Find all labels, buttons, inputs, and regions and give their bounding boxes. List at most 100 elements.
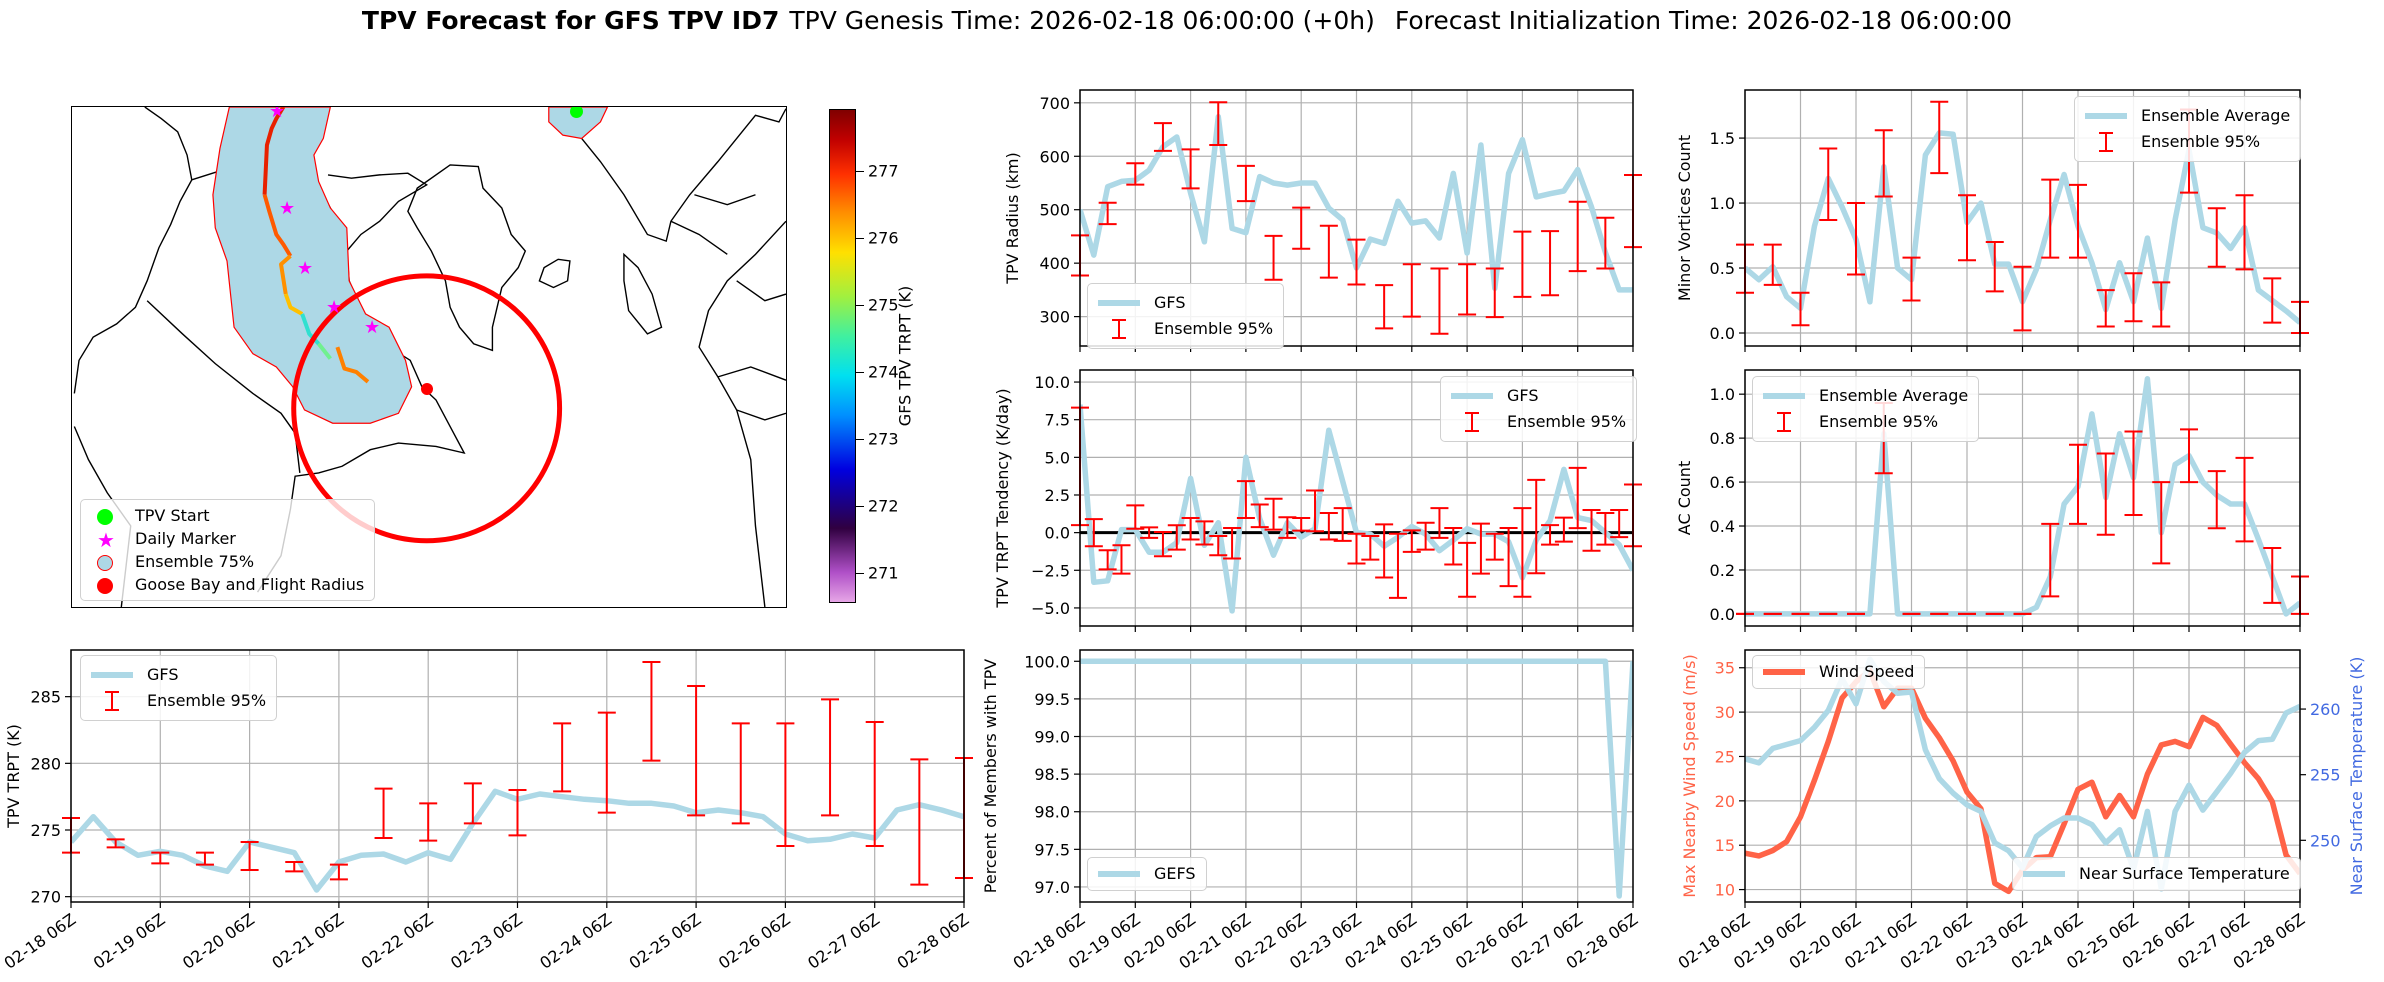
error-bar: [865, 721, 884, 847]
axes-frame: [1744, 649, 2301, 903]
legend-label: Goose Bay and Flight Radius: [135, 575, 365, 594]
error-bar: [1610, 509, 1629, 539]
y-tick-label: 0.0: [1710, 605, 1735, 624]
error-bar: [1485, 267, 1504, 319]
colorbar-tick-label: 271: [868, 563, 899, 583]
colorbar-tick-label: 275: [868, 295, 899, 315]
chart-radius: 300 400 500 600 700 TPV Radius (km): [1003, 89, 1642, 352]
axes-frame: [70, 649, 965, 903]
error-bar: [1541, 524, 1560, 546]
daily-marker-star: ★: [297, 258, 314, 279]
legend-minor: Ensemble Average Ensemble 95%: [2074, 96, 2302, 162]
error-bar: [2235, 194, 2254, 271]
legend-tpv-start: TPV Start: [91, 504, 364, 527]
x-tick-label: 02-24 06Z: [536, 910, 615, 973]
x-tick-label: 02-28 06Z: [893, 910, 972, 973]
legend-label: Wind Speed: [1819, 662, 1915, 681]
error-bar: [821, 698, 840, 817]
legend-label: Daily Marker: [135, 529, 236, 548]
y-tick-label: 285: [30, 688, 61, 707]
error-bar: [151, 851, 170, 865]
y-tick-label: 99.5: [1034, 690, 1070, 709]
error-bar: [1568, 200, 1587, 273]
ensemble-error-bars: [1071, 406, 1642, 599]
series-line-gfs: [1080, 404, 1633, 614]
x-tick-label: 02-26 06Z: [715, 910, 794, 973]
error-bar: [1375, 284, 1394, 330]
legend-wind: Wind Speed: [1752, 655, 1926, 689]
line-swatch-icon: [1763, 669, 1805, 675]
colorbar-tick-label: 274: [868, 362, 899, 382]
y-axis-label: Minor Vortices Count: [1675, 135, 1694, 301]
error-bar: [597, 711, 616, 814]
colorbar-tick-label: 272: [868, 496, 899, 516]
y-tick-label: 7.5: [1045, 411, 1070, 430]
y-tick-label: 97.0: [1034, 878, 1070, 897]
legend-ensemble-75: Ensemble 75%: [91, 550, 364, 573]
x-tick-label: 02-27 06Z: [804, 910, 883, 973]
ensemble-75-region-secondary: [549, 107, 608, 138]
y-tick-label: 500: [1039, 201, 1070, 220]
error-bar: [2041, 178, 2060, 259]
y-axis-label: TPV TRPT Tendency (K/day): [993, 388, 1012, 608]
error-bar: [1541, 230, 1560, 297]
error-bar: [1554, 516, 1573, 543]
y-tick-label: 1.5: [1710, 129, 1735, 148]
error-bar: [1930, 100, 1949, 175]
errorbar-swatch-icon: [91, 691, 133, 711]
colorbar-tick-label: 273: [868, 429, 899, 449]
error-bar: [2069, 183, 2087, 259]
error-bar: [1568, 466, 1587, 530]
error-bar: [2263, 546, 2282, 604]
error-bar: [419, 802, 438, 842]
error-bar: [1181, 148, 1200, 190]
y-tick-label: 0.6: [1710, 473, 1735, 492]
error-bar: [1223, 526, 1242, 560]
error-bar: [2180, 428, 2198, 484]
error-bar: [1195, 520, 1214, 546]
legend-daily-marker: ★ Daily Marker: [91, 527, 364, 550]
legend-label: GFS: [147, 665, 179, 684]
error-bar: [1167, 524, 1186, 551]
axes-frame: [1744, 89, 2301, 347]
y-right-axis-label: Near Surface Temperature (K): [2347, 657, 2366, 896]
errorbar-swatch-icon: [2085, 132, 2127, 152]
error-bar: [463, 782, 482, 825]
colorbar-tick: [856, 372, 864, 374]
daily-marker-star: ★: [364, 317, 381, 338]
y-tick-label: 1.0: [1710, 194, 1735, 213]
error-bar: [1333, 507, 1352, 542]
line-swatch-icon: [2085, 113, 2127, 119]
y-tick-label: −2.5: [1031, 561, 1070, 580]
error-bar: [1416, 521, 1435, 551]
errorbar-swatch-icon: [1098, 319, 1140, 339]
colorbar-tick: [856, 171, 864, 173]
y-tick-label: 98.0: [1034, 803, 1070, 822]
error-bar: [1791, 291, 1810, 327]
y-axis-label: TPV TRPT (K): [4, 724, 23, 829]
colorbar-tick-label: 276: [868, 228, 899, 248]
error-bar: [1763, 243, 1782, 286]
error-bar: [2152, 281, 2171, 328]
error-bar: [2124, 272, 2143, 323]
error-bar: [2152, 481, 2171, 565]
y-tick-label: 0.0: [1710, 324, 1735, 343]
star-icon: ★: [97, 527, 115, 552]
ensemble-error-bars: [1071, 101, 1642, 335]
error-bar: [642, 661, 661, 762]
figure-title: TPV Forecast for GFS TPV ID7 TPV Genesis …: [0, 6, 2384, 35]
y-right-tick-label: 260: [2310, 700, 2341, 719]
legend-goose-bay: Goose Bay and Flight Radius: [91, 573, 364, 596]
red-dot-icon: [97, 577, 113, 594]
error-bar: [2069, 443, 2087, 525]
x-tick-label: 02-19 06Z: [90, 910, 169, 973]
error-bar: [2096, 452, 2115, 536]
error-bar: [1306, 489, 1325, 533]
colorbar-tick-label: 277: [868, 161, 899, 181]
y-axis-label: AC Count: [1675, 461, 1694, 535]
error-bar: [2124, 430, 2143, 517]
y-tick-label: 35: [1715, 659, 1735, 678]
error-bar: [1513, 230, 1532, 298]
error-bar: [2235, 456, 2254, 543]
y-axis-label: Percent of Members with TPV: [981, 659, 1000, 893]
